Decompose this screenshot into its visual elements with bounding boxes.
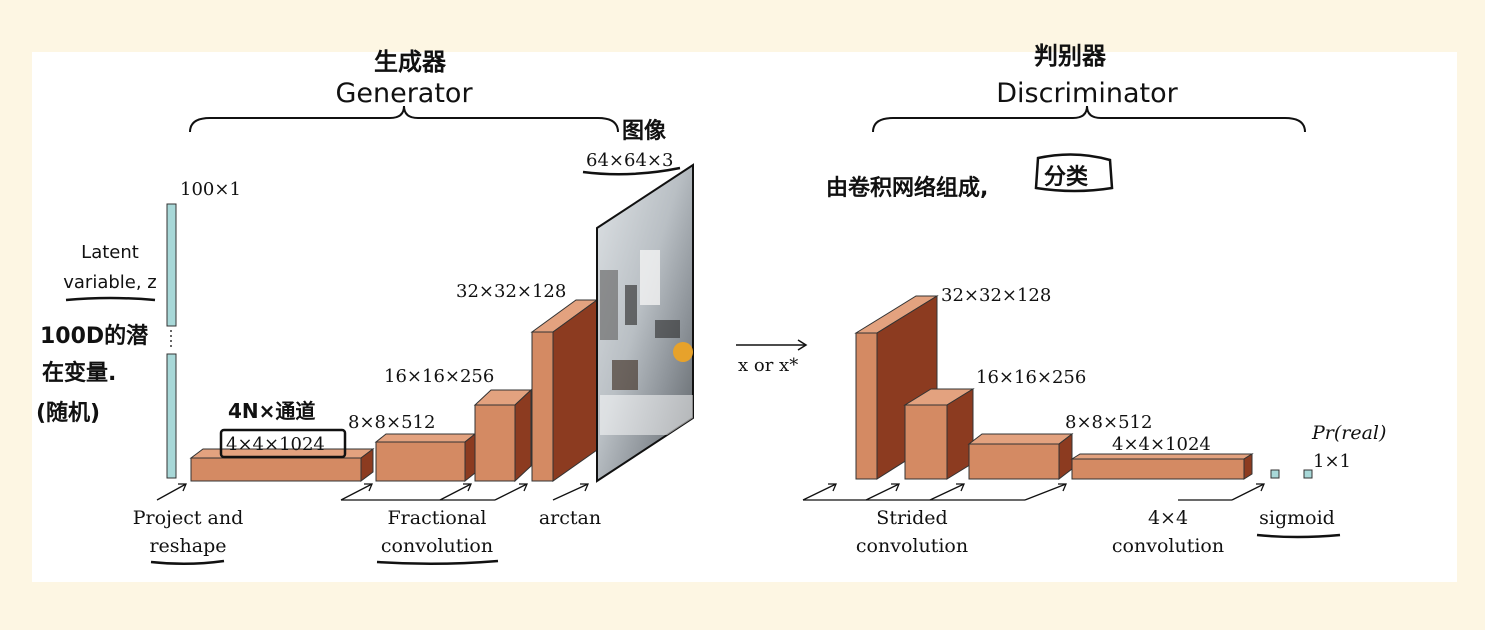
diagram-panel <box>32 52 1457 582</box>
latent-note-line2: 在变量. <box>42 360 116 386</box>
disc-block-16x16x256 <box>903 388 975 480</box>
disc-dim-4x4x1024: 4×4×1024 <box>1112 434 1211 455</box>
gen-dim-4x4-box <box>219 428 347 459</box>
disc-block-4x4x1024 <box>1070 453 1254 480</box>
latent-vector-top <box>166 203 177 327</box>
gen-block-8x8x512 <box>374 432 477 483</box>
step-conv44-line2: convolution <box>1112 535 1224 557</box>
generated-image <box>596 163 694 483</box>
link-label: x or x* <box>738 355 798 376</box>
image-note: 图像 <box>622 118 667 144</box>
gen-dim-32x32x128: 32×32×128 <box>456 281 566 302</box>
gen-dim-64-underline <box>582 166 681 176</box>
link-arrow <box>736 339 808 351</box>
shape-note: 4N×通道 <box>228 399 315 423</box>
generator-brace <box>189 105 619 133</box>
latent-note-line1: 100D的潜 <box>40 323 149 349</box>
disc-dim-32x32x128: 32×32×128 <box>941 285 1051 306</box>
step-project-line2: reshape <box>149 535 226 557</box>
generator-note-title: 生成器 <box>374 48 447 76</box>
step-frac-line2: convolution <box>381 535 493 557</box>
step-project-line1: Project and <box>133 507 243 529</box>
step-conv44-line1: 4×4 <box>1148 507 1188 529</box>
discriminator-note-desc: 由卷积网络组成, <box>826 175 988 201</box>
disc-dim-8x8x512: 8×8×512 <box>1065 412 1152 433</box>
gen-block-32x32x128 <box>530 299 599 482</box>
gen-dim-8x8x512: 8×8×512 <box>348 412 435 433</box>
reshape-underline <box>150 559 225 566</box>
step-sigmoid: sigmoid <box>1259 507 1335 529</box>
disc-output-cell-a <box>1270 469 1280 479</box>
gen-block-16x16x256 <box>473 388 533 483</box>
step-strided-line1: Strided <box>876 507 947 529</box>
step-arctan: arctan <box>539 507 601 529</box>
gen-dim-16x16x256: 16×16×256 <box>384 366 494 387</box>
discriminator-class-circle <box>1034 153 1114 193</box>
latent-label-line1: Latent <box>81 242 139 263</box>
step-strided-line2: convolution <box>856 535 968 557</box>
sigmoid-underline <box>1256 533 1341 539</box>
output-label: Pr(real) <box>1311 422 1386 444</box>
discriminator-note-title: 判别器 <box>1034 42 1107 70</box>
latent-note-line3: (随机) <box>36 400 100 426</box>
latent-vector-bottom <box>166 353 177 479</box>
convolution-underline <box>376 559 499 566</box>
step-frac-line1: Fractional <box>387 507 486 529</box>
disc-step-arrows <box>802 483 1265 501</box>
gen-step-arrows <box>156 483 589 501</box>
disc-output-cell-b <box>1303 469 1313 479</box>
generator-title: Generator <box>335 78 473 109</box>
latent-label-line2: variable, z <box>63 272 157 293</box>
discriminator-note-class: 分类 <box>1044 165 1089 190</box>
gen-dim-4x4x1024: 4×4×1024 <box>226 434 325 455</box>
disc-block-8x8x512 <box>967 432 1074 481</box>
latent-size-label: 100×1 <box>180 179 241 200</box>
discriminator-brace <box>872 105 1306 133</box>
output-size: 1×1 <box>1313 451 1351 472</box>
discriminator-title: Discriminator <box>996 78 1178 109</box>
latent-label-underline <box>65 296 156 302</box>
gen-dim-64x64x3: 64×64×3 <box>586 150 673 171</box>
disc-dim-16x16x256: 16×16×256 <box>976 367 1086 388</box>
